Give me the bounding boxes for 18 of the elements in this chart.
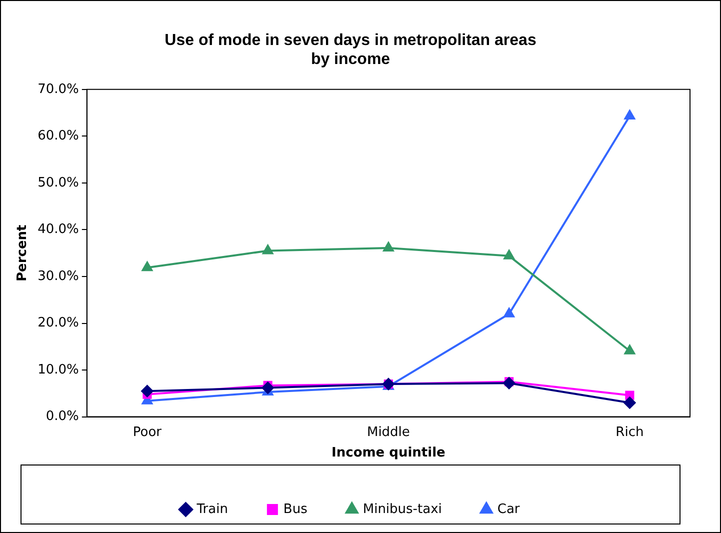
x-tick-label: Rich <box>616 424 644 440</box>
chart-title: Use of mode in seven days in metropolitan areas by income <box>164 32 536 68</box>
y-tick-label: 70.0% <box>38 82 79 97</box>
y-tick-label: 30.0% <box>38 268 79 284</box>
y-tick-label: 40.0% <box>38 222 79 238</box>
x-axis-title: Income quintile <box>332 446 446 461</box>
x-tick-label: Poor <box>132 424 162 440</box>
y-tick-label: 0.0% <box>46 409 79 424</box>
legend-label: Minibus-taxi <box>362 502 442 517</box>
y-tick-label: 10.0% <box>38 362 79 378</box>
y-axis-title: Percent <box>15 224 30 282</box>
x-tick-label: Middle <box>366 424 410 440</box>
y-tick-label: 20.0% <box>38 316 79 331</box>
legend-label: Car <box>497 502 520 517</box>
y-tick-label: 50.0% <box>38 175 79 190</box>
legend-label: Train <box>196 502 228 517</box>
legend-label: Bus <box>283 502 308 517</box>
y-tick-label: 60.0% <box>38 128 79 144</box>
